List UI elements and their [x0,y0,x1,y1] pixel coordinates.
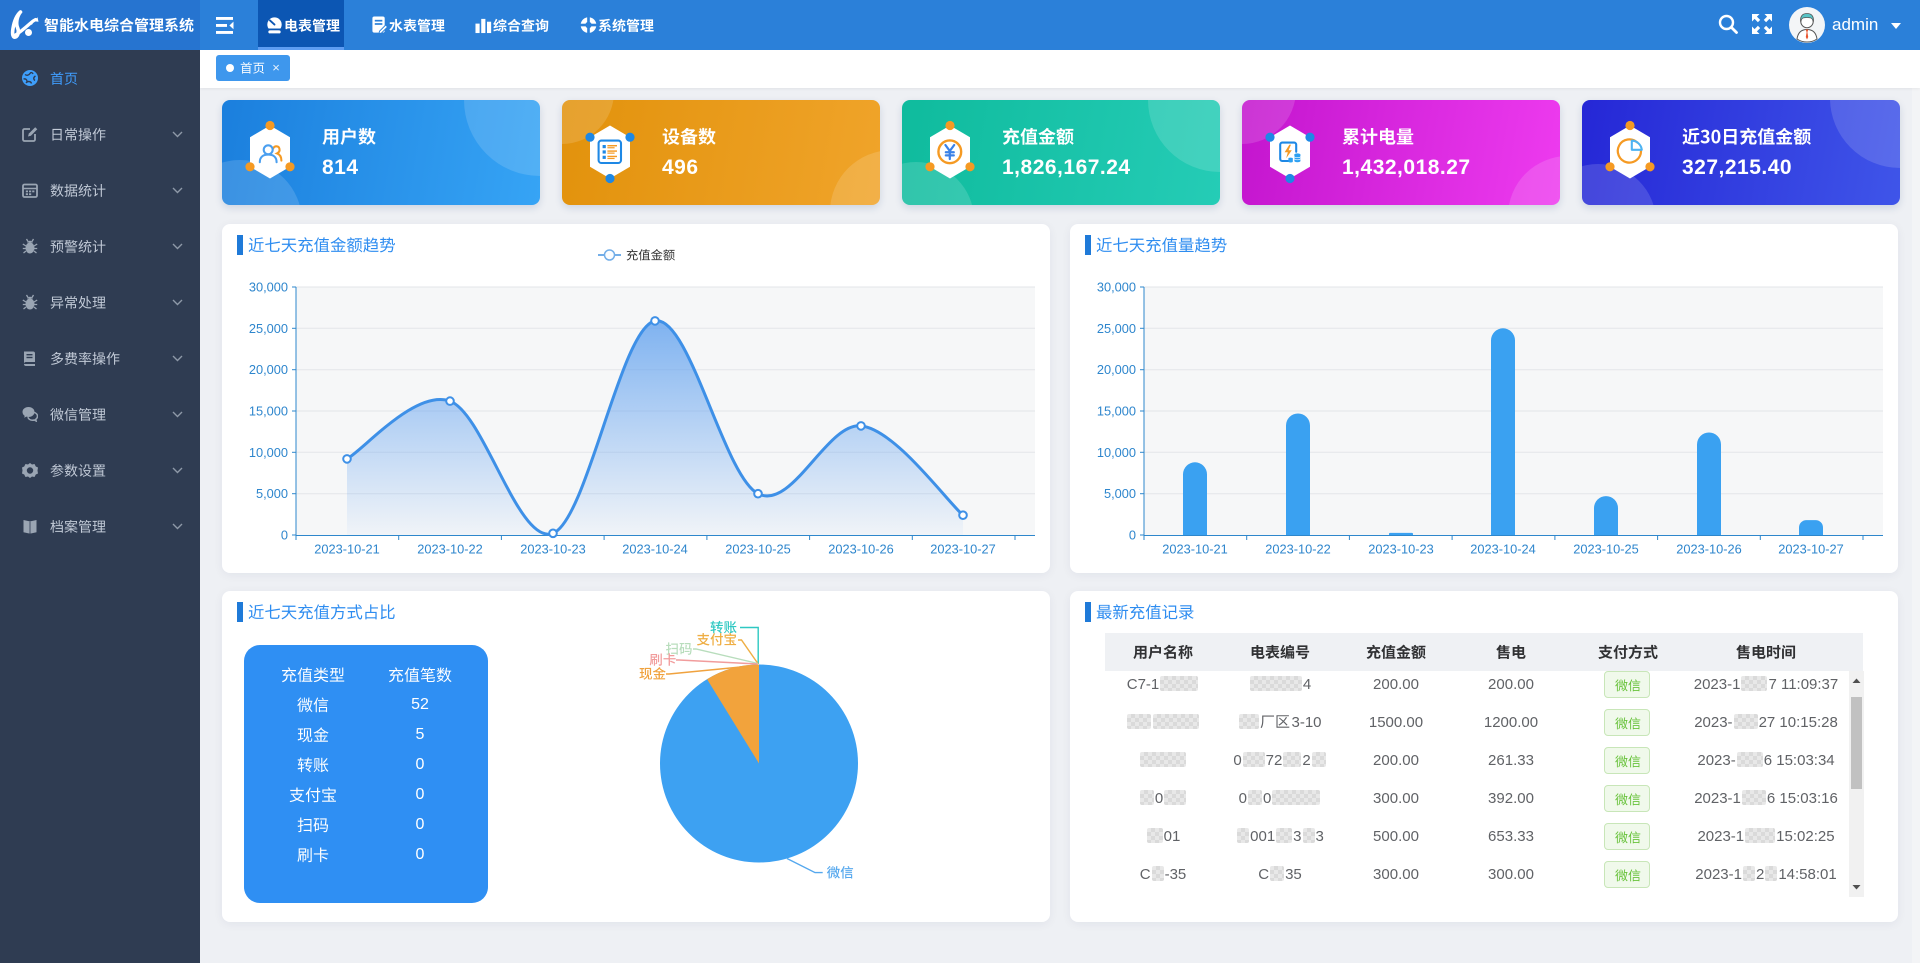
svg-text:2023-10-27: 2023-10-27 [930,542,995,557]
svg-text:5,000: 5,000 [1104,486,1136,501]
svg-text:2023-10-23: 2023-10-23 [1368,542,1433,557]
svg-text:2023-10-24: 2023-10-24 [1470,542,1535,557]
svg-text:0: 0 [1129,528,1136,543]
svg-text:2023-10-26: 2023-10-26 [1676,542,1741,557]
svg-text:2023-10-24: 2023-10-24 [622,542,687,557]
svg-text:30,000: 30,000 [249,280,288,295]
svg-text:2023-10-21: 2023-10-21 [1162,542,1227,557]
svg-text:15,000: 15,000 [249,404,288,419]
svg-text:0: 0 [281,528,288,543]
svg-text:15,000: 15,000 [1097,404,1136,419]
svg-text:5,000: 5,000 [256,486,288,501]
svg-text:25,000: 25,000 [1097,321,1136,336]
svg-text:2023-10-23: 2023-10-23 [520,542,585,557]
svg-text:10,000: 10,000 [1097,445,1136,460]
svg-text:25,000: 25,000 [249,321,288,336]
svg-text:2023-10-22: 2023-10-22 [417,542,482,557]
svg-text:10,000: 10,000 [249,445,288,460]
svg-text:2023-10-27: 2023-10-27 [1778,542,1843,557]
svg-text:2023-10-21: 2023-10-21 [314,542,379,557]
svg-text:2023-10-22: 2023-10-22 [1265,542,1330,557]
svg-text:30,000: 30,000 [1097,280,1136,295]
svg-text:2023-10-25: 2023-10-25 [725,542,790,557]
svg-text:2023-10-25: 2023-10-25 [1573,542,1638,557]
svg-text:20,000: 20,000 [1097,362,1136,377]
svg-text:2023-10-26: 2023-10-26 [828,542,893,557]
svg-text:20,000: 20,000 [249,362,288,377]
